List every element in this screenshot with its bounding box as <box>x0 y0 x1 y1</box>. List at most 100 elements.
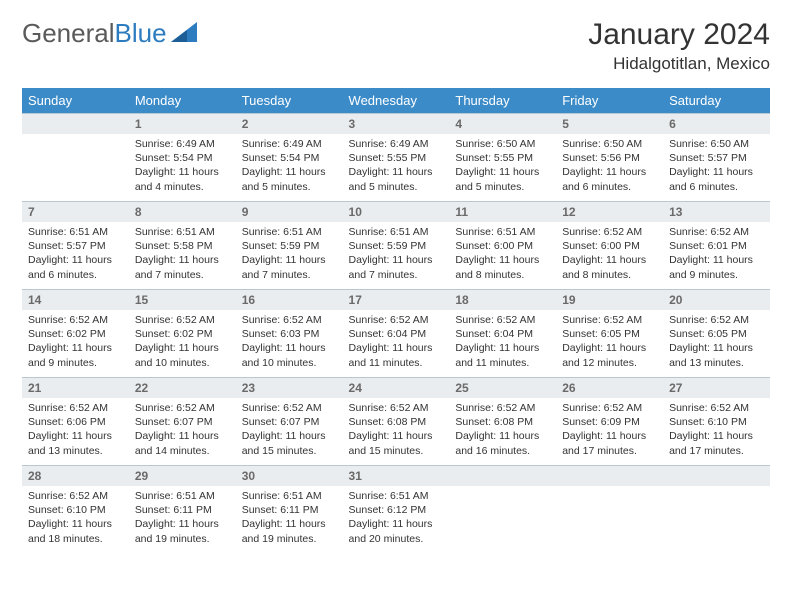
day-number: 2 <box>236 114 343 134</box>
calendar-cell: 11Sunrise: 6:51 AMSunset: 6:00 PMDayligh… <box>449 202 556 290</box>
weekday-header: Sunday <box>22 88 129 114</box>
day-details: Sunrise: 6:51 AMSunset: 6:12 PMDaylight:… <box>343 486 450 552</box>
day-details: Sunrise: 6:49 AMSunset: 5:54 PMDaylight:… <box>236 134 343 200</box>
day-number: 16 <box>236 290 343 310</box>
day-number: 1 <box>129 114 236 134</box>
day-details: Sunrise: 6:52 AMSunset: 6:00 PMDaylight:… <box>556 222 663 288</box>
title-block: January 2024 Hidalgotitlan, Mexico <box>588 18 770 74</box>
calendar-cell: 31Sunrise: 6:51 AMSunset: 6:12 PMDayligh… <box>343 466 450 554</box>
calendar-cell: 20Sunrise: 6:52 AMSunset: 6:05 PMDayligh… <box>663 290 770 378</box>
day-details: Sunrise: 6:51 AMSunset: 6:11 PMDaylight:… <box>236 486 343 552</box>
weekday-header: Saturday <box>663 88 770 114</box>
month-title: January 2024 <box>588 18 770 52</box>
logo: GeneralBlue <box>22 18 197 49</box>
day-details: Sunrise: 6:52 AMSunset: 6:07 PMDaylight:… <box>129 398 236 464</box>
calendar-cell <box>663 466 770 554</box>
day-details: Sunrise: 6:52 AMSunset: 6:09 PMDaylight:… <box>556 398 663 464</box>
day-number: 9 <box>236 202 343 222</box>
weekday-row: SundayMondayTuesdayWednesdayThursdayFrid… <box>22 88 770 114</box>
day-details: Sunrise: 6:50 AMSunset: 5:56 PMDaylight:… <box>556 134 663 200</box>
calendar-cell: 6Sunrise: 6:50 AMSunset: 5:57 PMDaylight… <box>663 114 770 202</box>
day-details: Sunrise: 6:52 AMSunset: 6:10 PMDaylight:… <box>663 398 770 464</box>
location-label: Hidalgotitlan, Mexico <box>588 54 770 74</box>
weekday-header: Wednesday <box>343 88 450 114</box>
calendar-cell <box>449 466 556 554</box>
day-details: Sunrise: 6:52 AMSunset: 6:02 PMDaylight:… <box>129 310 236 376</box>
day-details: Sunrise: 6:50 AMSunset: 5:57 PMDaylight:… <box>663 134 770 200</box>
day-number-empty <box>449 466 556 486</box>
calendar-cell: 8Sunrise: 6:51 AMSunset: 5:58 PMDaylight… <box>129 202 236 290</box>
day-number: 11 <box>449 202 556 222</box>
day-number: 8 <box>129 202 236 222</box>
day-number-empty <box>22 114 129 134</box>
calendar-cell: 22Sunrise: 6:52 AMSunset: 6:07 PMDayligh… <box>129 378 236 466</box>
day-number-empty <box>556 466 663 486</box>
calendar-cell: 21Sunrise: 6:52 AMSunset: 6:06 PMDayligh… <box>22 378 129 466</box>
day-number-empty <box>663 466 770 486</box>
calendar-cell: 4Sunrise: 6:50 AMSunset: 5:55 PMDaylight… <box>449 114 556 202</box>
day-number: 30 <box>236 466 343 486</box>
day-number: 7 <box>22 202 129 222</box>
day-number: 23 <box>236 378 343 398</box>
day-number: 26 <box>556 378 663 398</box>
calendar-cell: 14Sunrise: 6:52 AMSunset: 6:02 PMDayligh… <box>22 290 129 378</box>
calendar-week-row: 28Sunrise: 6:52 AMSunset: 6:10 PMDayligh… <box>22 466 770 554</box>
calendar-cell: 16Sunrise: 6:52 AMSunset: 6:03 PMDayligh… <box>236 290 343 378</box>
day-details: Sunrise: 6:52 AMSunset: 6:04 PMDaylight:… <box>343 310 450 376</box>
calendar-week-row: 21Sunrise: 6:52 AMSunset: 6:06 PMDayligh… <box>22 378 770 466</box>
calendar-cell <box>22 114 129 202</box>
day-number: 29 <box>129 466 236 486</box>
logo-text-blue: Blue <box>115 18 167 49</box>
day-number: 19 <box>556 290 663 310</box>
calendar-cell: 17Sunrise: 6:52 AMSunset: 6:04 PMDayligh… <box>343 290 450 378</box>
day-number: 24 <box>343 378 450 398</box>
day-details: Sunrise: 6:51 AMSunset: 5:58 PMDaylight:… <box>129 222 236 288</box>
day-details: Sunrise: 6:52 AMSunset: 6:04 PMDaylight:… <box>449 310 556 376</box>
calendar-cell: 2Sunrise: 6:49 AMSunset: 5:54 PMDaylight… <box>236 114 343 202</box>
calendar-cell: 28Sunrise: 6:52 AMSunset: 6:10 PMDayligh… <box>22 466 129 554</box>
weekday-header: Thursday <box>449 88 556 114</box>
calendar-week-row: 1Sunrise: 6:49 AMSunset: 5:54 PMDaylight… <box>22 114 770 202</box>
day-details: Sunrise: 6:52 AMSunset: 6:08 PMDaylight:… <box>449 398 556 464</box>
calendar-cell: 10Sunrise: 6:51 AMSunset: 5:59 PMDayligh… <box>343 202 450 290</box>
day-number: 22 <box>129 378 236 398</box>
day-details: Sunrise: 6:51 AMSunset: 6:11 PMDaylight:… <box>129 486 236 552</box>
day-details: Sunrise: 6:50 AMSunset: 5:55 PMDaylight:… <box>449 134 556 200</box>
calendar-body: 1Sunrise: 6:49 AMSunset: 5:54 PMDaylight… <box>22 114 770 554</box>
day-number: 13 <box>663 202 770 222</box>
day-details: Sunrise: 6:52 AMSunset: 6:08 PMDaylight:… <box>343 398 450 464</box>
day-number: 17 <box>343 290 450 310</box>
day-details: Sunrise: 6:51 AMSunset: 5:57 PMDaylight:… <box>22 222 129 288</box>
day-number: 3 <box>343 114 450 134</box>
logo-text-general: General <box>22 18 115 49</box>
weekday-header: Friday <box>556 88 663 114</box>
calendar-cell: 26Sunrise: 6:52 AMSunset: 6:09 PMDayligh… <box>556 378 663 466</box>
day-details: Sunrise: 6:51 AMSunset: 5:59 PMDaylight:… <box>236 222 343 288</box>
day-number: 15 <box>129 290 236 310</box>
day-number: 10 <box>343 202 450 222</box>
day-details: Sunrise: 6:52 AMSunset: 6:03 PMDaylight:… <box>236 310 343 376</box>
logo-triangle-icon <box>171 22 197 42</box>
day-details: Sunrise: 6:51 AMSunset: 5:59 PMDaylight:… <box>343 222 450 288</box>
day-details: Sunrise: 6:52 AMSunset: 6:05 PMDaylight:… <box>663 310 770 376</box>
day-number: 12 <box>556 202 663 222</box>
day-number: 18 <box>449 290 556 310</box>
weekday-header: Tuesday <box>236 88 343 114</box>
calendar-cell: 7Sunrise: 6:51 AMSunset: 5:57 PMDaylight… <box>22 202 129 290</box>
day-details: Sunrise: 6:52 AMSunset: 6:10 PMDaylight:… <box>22 486 129 552</box>
calendar-cell <box>556 466 663 554</box>
calendar-cell: 23Sunrise: 6:52 AMSunset: 6:07 PMDayligh… <box>236 378 343 466</box>
day-details: Sunrise: 6:52 AMSunset: 6:05 PMDaylight:… <box>556 310 663 376</box>
day-number: 20 <box>663 290 770 310</box>
calendar-cell: 5Sunrise: 6:50 AMSunset: 5:56 PMDaylight… <box>556 114 663 202</box>
calendar-cell: 25Sunrise: 6:52 AMSunset: 6:08 PMDayligh… <box>449 378 556 466</box>
calendar-cell: 29Sunrise: 6:51 AMSunset: 6:11 PMDayligh… <box>129 466 236 554</box>
day-details: Sunrise: 6:52 AMSunset: 6:06 PMDaylight:… <box>22 398 129 464</box>
calendar-cell: 15Sunrise: 6:52 AMSunset: 6:02 PMDayligh… <box>129 290 236 378</box>
day-details: Sunrise: 6:52 AMSunset: 6:07 PMDaylight:… <box>236 398 343 464</box>
day-number: 28 <box>22 466 129 486</box>
calendar-week-row: 14Sunrise: 6:52 AMSunset: 6:02 PMDayligh… <box>22 290 770 378</box>
day-number: 25 <box>449 378 556 398</box>
calendar-cell: 27Sunrise: 6:52 AMSunset: 6:10 PMDayligh… <box>663 378 770 466</box>
day-number: 6 <box>663 114 770 134</box>
